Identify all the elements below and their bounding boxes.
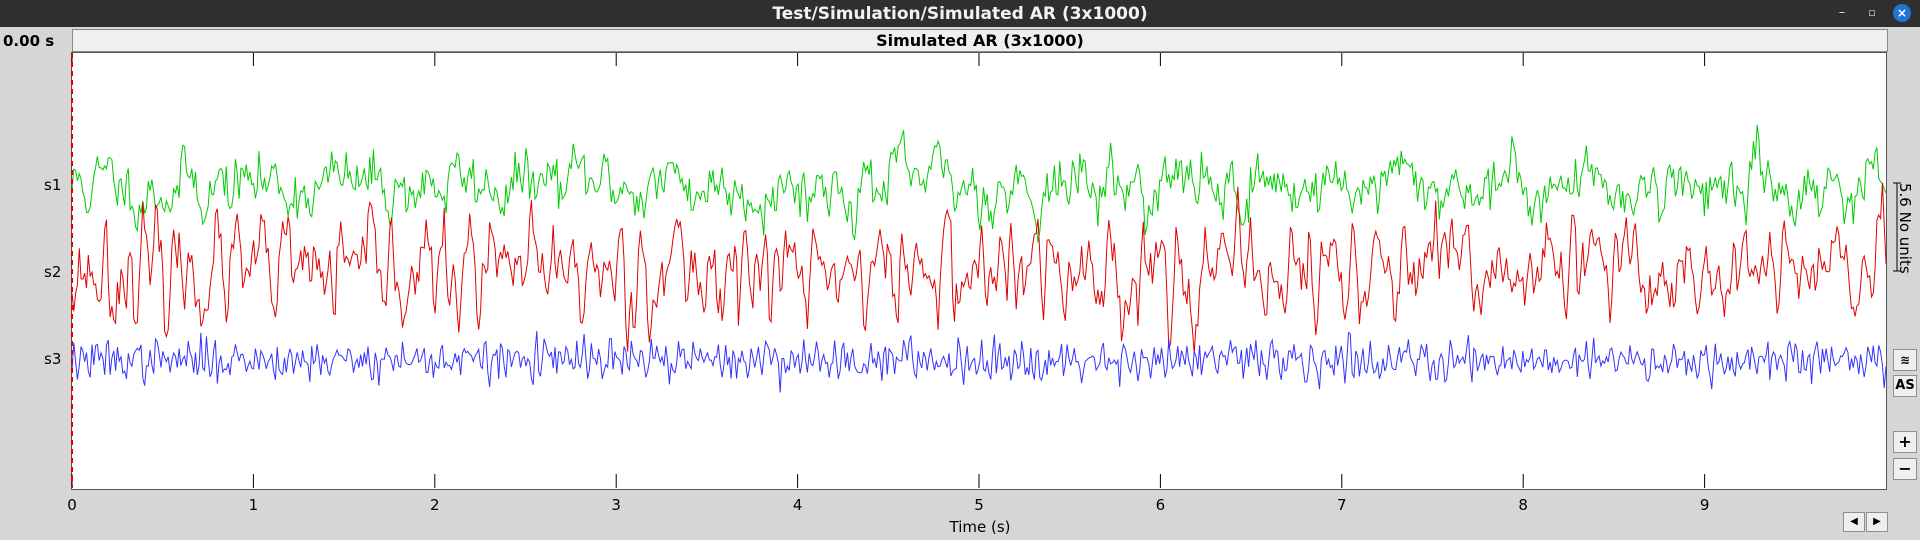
zoom-out-button[interactable]: − bbox=[1893, 458, 1917, 480]
trace-s3 bbox=[71, 330, 1887, 393]
trace-s2 bbox=[71, 182, 1887, 354]
x-tick-label-8: 8 bbox=[1518, 496, 1528, 514]
minimize-button[interactable]: – bbox=[1838, 5, 1846, 20]
plot-title: Simulated AR (3x1000) bbox=[72, 29, 1888, 52]
zoom-in-button[interactable]: + bbox=[1893, 431, 1917, 453]
x-tick-label-5: 5 bbox=[974, 496, 984, 514]
prev-page-button[interactable]: ◀ bbox=[1843, 512, 1865, 532]
close-button[interactable]: × bbox=[1893, 4, 1911, 22]
x-tick-label-0: 0 bbox=[67, 496, 77, 514]
x-axis-label: Time (s) bbox=[949, 518, 1011, 536]
x-tick-label-1: 1 bbox=[248, 496, 259, 514]
x-tick-label-7: 7 bbox=[1337, 496, 1347, 514]
current-time-display: 0.00 s bbox=[3, 32, 55, 50]
x-tick-label-4: 4 bbox=[792, 496, 803, 514]
signal-traces bbox=[71, 125, 1887, 393]
x-tick-marks bbox=[71, 53, 1706, 488]
chevron-left-icon: ◀ bbox=[1850, 516, 1858, 527]
chevron-right-icon: ▶ bbox=[1873, 516, 1881, 527]
channel-label-s3: s3 bbox=[44, 350, 62, 368]
x-tick-label-9: 9 bbox=[1699, 496, 1710, 514]
x-tick-label-3: 3 bbox=[611, 496, 621, 514]
scale-label: 5.6 No units bbox=[1896, 183, 1914, 274]
channel-label-s1: s1 bbox=[44, 176, 62, 194]
next-page-button[interactable]: ▶ bbox=[1866, 512, 1888, 532]
x-tick-label-2: 2 bbox=[430, 496, 440, 514]
window-title: Test/Simulation/Simulated AR (3x1000) bbox=[772, 4, 1148, 24]
x-tick-label-6: 6 bbox=[1155, 496, 1166, 514]
channel-label-s2: s2 bbox=[44, 263, 62, 281]
trace-s1 bbox=[71, 125, 1887, 243]
waves-icon: ≋ bbox=[1899, 353, 1911, 367]
waves-button[interactable]: ≋ bbox=[1893, 349, 1917, 371]
autoscale-button[interactable]: AS bbox=[1893, 375, 1917, 397]
title-bar: Test/Simulation/Simulated AR (3x1000) – … bbox=[0, 0, 1920, 27]
maximize-button[interactable]: ▫ bbox=[1868, 6, 1876, 19]
